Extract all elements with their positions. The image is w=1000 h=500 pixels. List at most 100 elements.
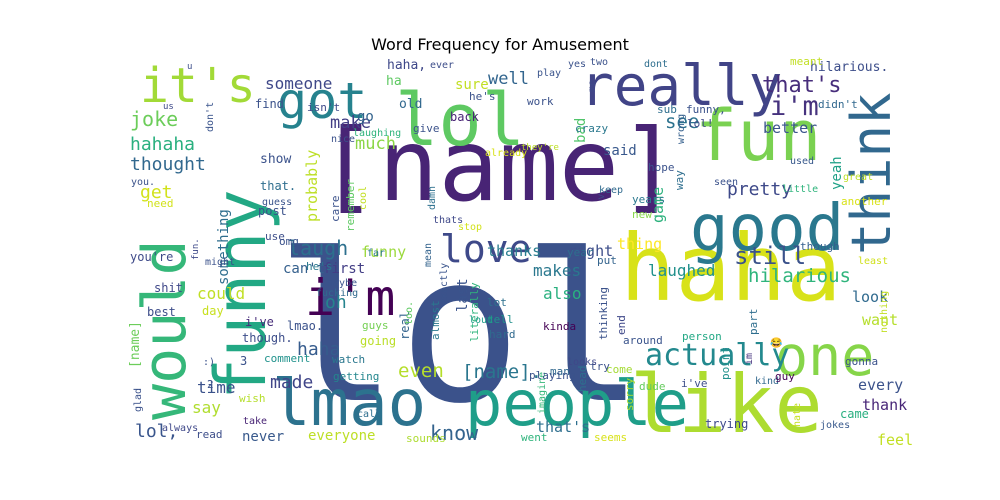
word-149: funny, bbox=[686, 103, 726, 116]
word-31: even bbox=[398, 360, 444, 382]
word-105: try bbox=[590, 360, 610, 373]
word-179: post bbox=[258, 204, 287, 218]
word-182: omg bbox=[279, 235, 299, 248]
word-134: too. bbox=[404, 301, 415, 325]
word-191: might bbox=[205, 257, 235, 268]
word-118: always bbox=[162, 423, 198, 434]
word-43: lol, bbox=[135, 421, 178, 442]
word-161: ever bbox=[430, 60, 454, 71]
word-40: get bbox=[140, 182, 173, 203]
word-131: mean bbox=[423, 243, 434, 267]
word-171: laughing bbox=[353, 128, 401, 139]
word-114: came bbox=[840, 407, 869, 421]
word-193: :) bbox=[203, 357, 215, 368]
word-20: i'm bbox=[770, 91, 819, 122]
word-108: i've bbox=[681, 377, 708, 390]
word-196: u bbox=[187, 62, 192, 72]
word-24: pretty bbox=[727, 179, 792, 200]
word-11: really bbox=[580, 54, 782, 119]
word-69: can't bbox=[283, 261, 325, 277]
word-51: every bbox=[858, 376, 903, 394]
word-150: lol! bbox=[687, 117, 714, 130]
word-46: makes bbox=[533, 261, 581, 280]
word-166: old bbox=[399, 97, 422, 112]
word-29: made bbox=[270, 372, 313, 393]
chart-title: Word Frequency for Amusement bbox=[371, 35, 629, 54]
word-28: hilarious bbox=[748, 265, 851, 287]
word-60: bad bbox=[573, 118, 589, 143]
word-144: little bbox=[782, 184, 818, 195]
word-56: better bbox=[763, 119, 817, 137]
word-164: haha, bbox=[387, 58, 426, 73]
word-107: looks bbox=[567, 357, 597, 368]
word-57: yeah bbox=[829, 156, 845, 190]
word-59: said bbox=[603, 143, 637, 159]
word-153: meant bbox=[790, 55, 823, 68]
word-120: wish bbox=[239, 392, 266, 405]
word-143: seen bbox=[714, 177, 738, 188]
word-184: maybe bbox=[327, 278, 357, 289]
word-183: he's bbox=[306, 260, 333, 273]
word-19: actually bbox=[645, 338, 790, 373]
word-47: thanks bbox=[487, 242, 541, 260]
word-92: thinking bbox=[597, 287, 610, 340]
word-197: > bbox=[598, 190, 605, 203]
word-16: got bbox=[277, 72, 367, 130]
word-142: way bbox=[673, 170, 686, 190]
word-88: tell bbox=[487, 313, 514, 326]
word-8: people bbox=[465, 367, 689, 440]
word-58: game bbox=[649, 187, 667, 223]
word-110: im bbox=[744, 353, 755, 365]
word-117: glad bbox=[133, 388, 144, 412]
word-90: literally bbox=[468, 282, 481, 342]
word-148: sub bbox=[657, 103, 677, 116]
word-175: that. bbox=[260, 179, 296, 193]
word-123: went bbox=[521, 431, 548, 444]
word-13: one bbox=[775, 324, 874, 388]
word-133: thats bbox=[433, 215, 463, 226]
word-34: know bbox=[430, 421, 479, 445]
word-192: fun. bbox=[191, 238, 201, 260]
word-115: hate bbox=[792, 403, 803, 427]
word-128: man bbox=[550, 365, 570, 378]
word-163: back bbox=[450, 110, 480, 124]
word-195: 3 bbox=[240, 354, 247, 368]
word-80: comment bbox=[264, 352, 310, 365]
word-188: cool bbox=[358, 186, 369, 210]
word-37: much bbox=[355, 134, 396, 154]
word-198: 😂 bbox=[770, 337, 783, 349]
word-96: nothing bbox=[879, 291, 890, 333]
word-49: funny bbox=[361, 243, 406, 261]
word-78: day bbox=[202, 304, 224, 318]
word-159: crazy bbox=[575, 122, 608, 135]
word-187: care bbox=[329, 196, 342, 223]
word-141: new bbox=[632, 208, 652, 221]
word-168: give bbox=[413, 122, 440, 135]
word-87: kinda bbox=[543, 320, 576, 333]
word-68: also bbox=[543, 284, 582, 303]
word-26: hahaha bbox=[130, 134, 195, 155]
word-102: person bbox=[682, 330, 722, 343]
word-173: don't bbox=[205, 102, 216, 132]
word-55: feel bbox=[877, 431, 913, 449]
word-70: first bbox=[323, 261, 365, 277]
word-122: sounds bbox=[406, 432, 446, 445]
word-1: lol bbox=[275, 211, 645, 449]
word-45: laughed bbox=[648, 261, 715, 280]
word-15: i'm bbox=[305, 269, 395, 327]
word-7: lmao bbox=[272, 367, 426, 441]
word-97: least bbox=[858, 256, 888, 267]
word-185: fucking bbox=[316, 288, 358, 299]
word-48: right bbox=[568, 242, 613, 260]
word-162: he's bbox=[469, 90, 496, 103]
word-27: thought bbox=[130, 154, 206, 175]
word-180: guess bbox=[262, 197, 292, 208]
word-145: great bbox=[843, 172, 873, 183]
word-67: last bbox=[455, 278, 471, 312]
word-154: two bbox=[590, 57, 608, 68]
word-86: hard bbox=[489, 328, 516, 341]
word-127: sorry bbox=[623, 378, 636, 411]
word-146: used bbox=[790, 156, 814, 167]
word-23: laugh bbox=[288, 236, 348, 260]
word-77: best bbox=[147, 305, 176, 319]
